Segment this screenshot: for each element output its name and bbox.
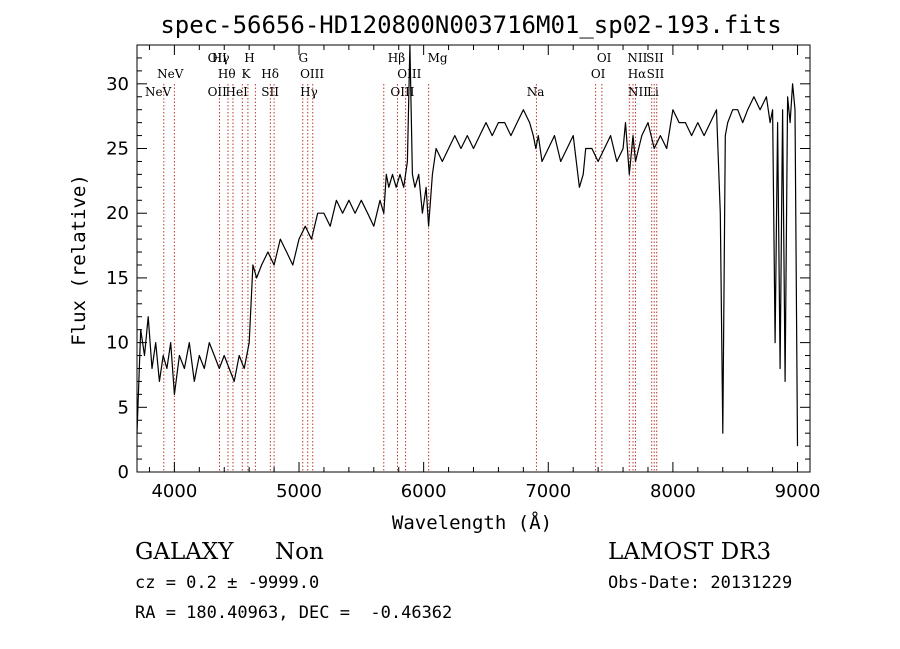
x-tick-label: 6000 xyxy=(401,481,447,502)
y-tick-label: 20 xyxy=(106,203,129,224)
x-axis-label: Wavelength (Å) xyxy=(392,511,552,534)
line-marker-label: NII xyxy=(627,51,647,65)
line-marker-label: Na xyxy=(527,85,545,99)
line-marker-label: NII xyxy=(628,85,648,99)
y-tick-label: 15 xyxy=(106,268,129,289)
line-marker-label: Hβ xyxy=(388,51,405,65)
x-tick-label: 8000 xyxy=(650,481,696,502)
survey-label: LAMOST DR3 xyxy=(608,539,772,565)
series-group xyxy=(136,44,799,447)
line-marker-label: OIII xyxy=(300,67,324,81)
subclass-label: Non xyxy=(275,539,324,565)
line-marker-label: Hδ xyxy=(261,67,279,81)
line-marker-label: Hθ xyxy=(218,67,236,81)
line-marker-label: Mg xyxy=(428,51,448,65)
plot-frame xyxy=(136,44,811,473)
line-marker-label: Hγ xyxy=(212,51,230,65)
y-tick-label: 5 xyxy=(118,397,129,418)
y-tick-label: 0 xyxy=(118,462,129,483)
line-marker-label: G xyxy=(298,51,308,65)
x-tick-label: 7000 xyxy=(525,481,571,502)
line-marker-label: SII xyxy=(646,51,664,65)
line-marker-label: NeV xyxy=(157,67,184,81)
cz-value: cz = 0.2 ± -9999.0 xyxy=(135,573,320,593)
line-marker-label: OII xyxy=(208,85,228,99)
x-axis-ticks: 4000 5000 6000 7000 8000 9000 xyxy=(148,45,821,502)
y-tick-label: 25 xyxy=(106,139,129,160)
y-axis-ticks: 0 5 10 15 20 25 30 xyxy=(106,57,810,483)
line-marker-label: SII xyxy=(261,85,279,99)
coordinates: RA = 180.40963, DEC = -0.46362 xyxy=(135,603,453,623)
marker-lines xyxy=(163,84,658,472)
line-marker-label: Hγ xyxy=(300,85,318,99)
spectrum-line xyxy=(136,44,799,447)
y-tick-label: 10 xyxy=(106,333,129,354)
line-marker-label: OI xyxy=(591,67,606,81)
class-label: GALAXY xyxy=(135,539,234,565)
obs-date: Obs-Date: 20131229 xyxy=(608,573,793,593)
line-marker-label: OII xyxy=(208,51,228,65)
y-tick-label: 30 xyxy=(106,74,129,95)
line-marker-label: Hα xyxy=(628,67,647,81)
y-axis-label: Flux (relative) xyxy=(68,174,90,346)
chart-title: spec-56656-HD120800N003716M01_sp02-193.f… xyxy=(160,11,781,39)
x-tick-label: 5000 xyxy=(276,481,322,502)
line-marker-label: HeI xyxy=(226,85,249,99)
line-marker-label: Li xyxy=(647,85,659,99)
line-marker-label: K xyxy=(241,67,251,81)
line-marker-label: OI xyxy=(597,51,612,65)
x-tick-label: 9000 xyxy=(775,481,821,502)
line-marker-label: NeV xyxy=(145,85,172,99)
line-marker-label: H xyxy=(244,51,254,65)
x-tick-label: 4000 xyxy=(151,481,197,502)
line-marker-label: SII xyxy=(647,67,665,81)
